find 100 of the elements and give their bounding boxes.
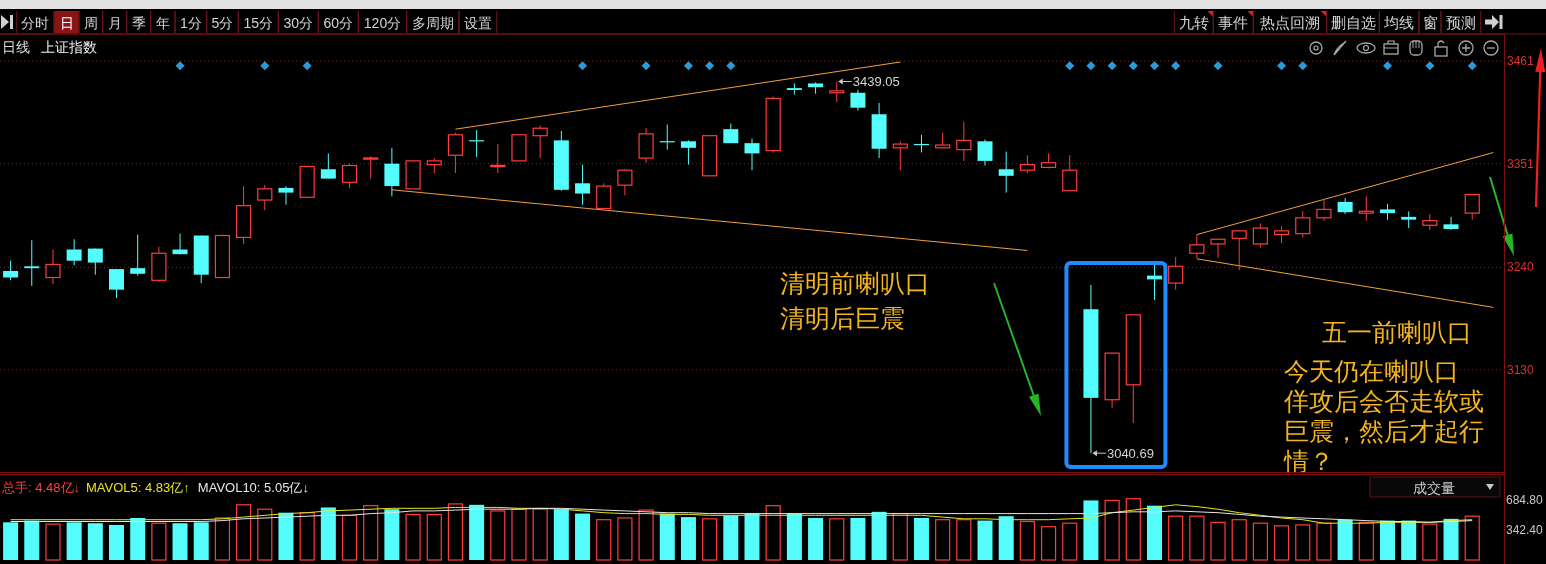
- text: 分时: [21, 14, 50, 31]
- text: 设置: [463, 14, 492, 31]
- annotation: 3040.69: [1106, 445, 1154, 461]
- text: 预测: [1445, 14, 1476, 31]
- bar: [320, 507, 336, 560]
- bar: [299, 512, 315, 561]
- bar: [1443, 518, 1459, 560]
- bar: [977, 520, 993, 560]
- bar: [1104, 499, 1120, 561]
- bar: [236, 504, 252, 561]
- annotation: 清明后巨震: [780, 304, 905, 332]
- chart-title: 成交量: [1413, 479, 1455, 496]
- bar: [45, 523, 61, 561]
- y-tick-label: 3351: [1507, 156, 1535, 171]
- bar: [1316, 522, 1332, 561]
- text: 30分: [283, 14, 314, 31]
- y-tick-label: 3240: [1507, 260, 1535, 275]
- annotation: 五一前喇叭口: [1322, 318, 1472, 346]
- bar: [1062, 522, 1078, 561]
- bar: [1273, 525, 1290, 561]
- bar: [341, 514, 358, 561]
- bar: [490, 510, 506, 561]
- bar: [659, 513, 675, 560]
- bar: [87, 523, 103, 560]
- bar: [1019, 520, 1035, 561]
- chart-title: 日线: [2, 39, 30, 55]
- text: 热点回溯: [1260, 14, 1320, 31]
- bar: [1379, 520, 1395, 560]
- bar: [786, 513, 802, 560]
- text: 15分: [243, 14, 274, 31]
- text: 删自选: [1330, 14, 1376, 31]
- bar: [808, 517, 824, 560]
- bar: [596, 519, 612, 561]
- text: 多周期: [411, 14, 454, 31]
- bar: [998, 516, 1014, 560]
- bar: [1337, 519, 1353, 560]
- bar: [1125, 498, 1141, 561]
- y-tick-label: 3461: [1507, 54, 1535, 69]
- bar: [384, 509, 400, 560]
- bar: [193, 522, 209, 560]
- bar: [850, 517, 866, 560]
- annotation: 总手: 4.48亿↓: [1, 479, 81, 495]
- bar: [553, 509, 569, 560]
- bar: [24, 520, 40, 560]
- bar: [1295, 524, 1311, 561]
- bar: [829, 518, 845, 561]
- y-tick-label: 684.80: [1506, 493, 1544, 508]
- bar: [3, 522, 19, 560]
- bar: [447, 503, 464, 561]
- bar: [532, 508, 548, 561]
- bar: [1231, 519, 1247, 561]
- bar: [638, 509, 654, 561]
- bar: [765, 505, 781, 561]
- y-tick-label: 342.40: [1506, 523, 1544, 537]
- series-label: MAVOL5: 4.83亿↑: [86, 479, 190, 495]
- bar: [1422, 523, 1438, 561]
- series-label: MAVOL10: 5.05亿↓: [197, 479, 309, 495]
- bar: [469, 504, 485, 560]
- bar: [172, 523, 188, 560]
- bar: [892, 512, 908, 561]
- bar: [956, 519, 972, 561]
- bar: [1040, 526, 1057, 561]
- bar: [511, 508, 527, 561]
- annotation: 佯攻后会否走软或巨震，然后才起行情？: [1283, 387, 1484, 475]
- chart-subtitle: 上证指数: [41, 39, 97, 55]
- bar: [1083, 500, 1099, 560]
- bar: [723, 515, 739, 560]
- bar: [426, 513, 442, 561]
- bar: [1401, 520, 1417, 560]
- text: 5分: [211, 14, 234, 31]
- bar: [363, 505, 379, 561]
- bar: [617, 517, 633, 561]
- annotation: 今天仍在喇叭口: [1284, 357, 1459, 385]
- bar: [1189, 515, 1205, 561]
- bar: [744, 513, 760, 560]
- text: 120分: [363, 14, 402, 31]
- text: 九转: [1178, 14, 1209, 31]
- bar: [130, 517, 146, 560]
- annotation: 清明前喇叭口: [780, 269, 930, 297]
- y-tick-label: 3130: [1507, 362, 1535, 377]
- bar: [257, 508, 273, 561]
- text: 季: [131, 14, 146, 31]
- bar: [278, 512, 294, 560]
- bar: [66, 522, 82, 560]
- text: 日: [59, 14, 74, 31]
- bar: [214, 517, 231, 561]
- text: 均线: [1383, 14, 1415, 31]
- text: 月: [107, 14, 122, 31]
- bar: [1464, 515, 1480, 561]
- bar: [871, 511, 887, 560]
- bar: [151, 522, 167, 561]
- bar: [405, 513, 421, 561]
- bar: [702, 518, 718, 561]
- bar: [913, 517, 929, 560]
- bar: [1358, 521, 1374, 561]
- text: 年: [155, 14, 170, 31]
- bar: [575, 513, 591, 560]
- text: 60分: [323, 14, 354, 31]
- bar: [1168, 515, 1184, 561]
- bar: [1252, 522, 1268, 561]
